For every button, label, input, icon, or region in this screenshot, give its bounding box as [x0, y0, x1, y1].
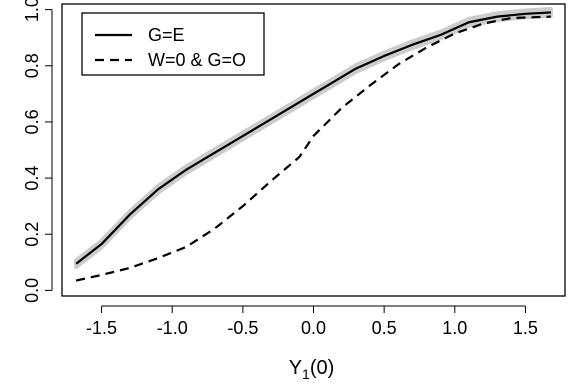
y-tick-label: 1.0	[22, 0, 42, 22]
x-tick-label: 1.0	[442, 318, 467, 338]
x-tick-label: -1.5	[86, 318, 117, 338]
series-line-2	[75, 15, 551, 282]
x-tick-label: -1.0	[157, 318, 188, 338]
x-tick-label: 1.5	[513, 318, 538, 338]
confidence-band	[74, 7, 553, 270]
x-label-suffix: (0)	[310, 357, 334, 379]
y-tick-label: 0.4	[22, 166, 42, 191]
legend-box	[81, 12, 265, 76]
legend-label: G=E	[148, 25, 185, 45]
axes: -1.5 -1.0 -0.5 0.0 0.5 1.0 1.5 0.0 0.2 0.4 0.6 0.8 1…	[22, 0, 538, 338]
x-label-base: Y	[289, 357, 302, 379]
x-tick-label: 0.0	[301, 318, 326, 338]
confidence-bands	[74, 7, 553, 270]
y-tick-label: 0.0	[22, 278, 42, 303]
x-label-subscript: 1	[302, 366, 310, 382]
x-tick-label: -0.5	[227, 318, 258, 338]
legend-label: W=0 & G=O	[148, 50, 246, 70]
legend: G=E W=0 & G=O	[81, 12, 265, 76]
x-tick-label: 0.5	[372, 318, 397, 338]
series-lines	[75, 11, 551, 282]
y-tick-label: 0.6	[22, 109, 42, 134]
x-axis-label: Y1(0)	[289, 357, 335, 382]
plot-frame	[61, 3, 566, 297]
series-line-1	[75, 11, 551, 265]
y-tick-label: 0.2	[22, 222, 42, 247]
y-tick-label: 0.8	[22, 53, 42, 78]
